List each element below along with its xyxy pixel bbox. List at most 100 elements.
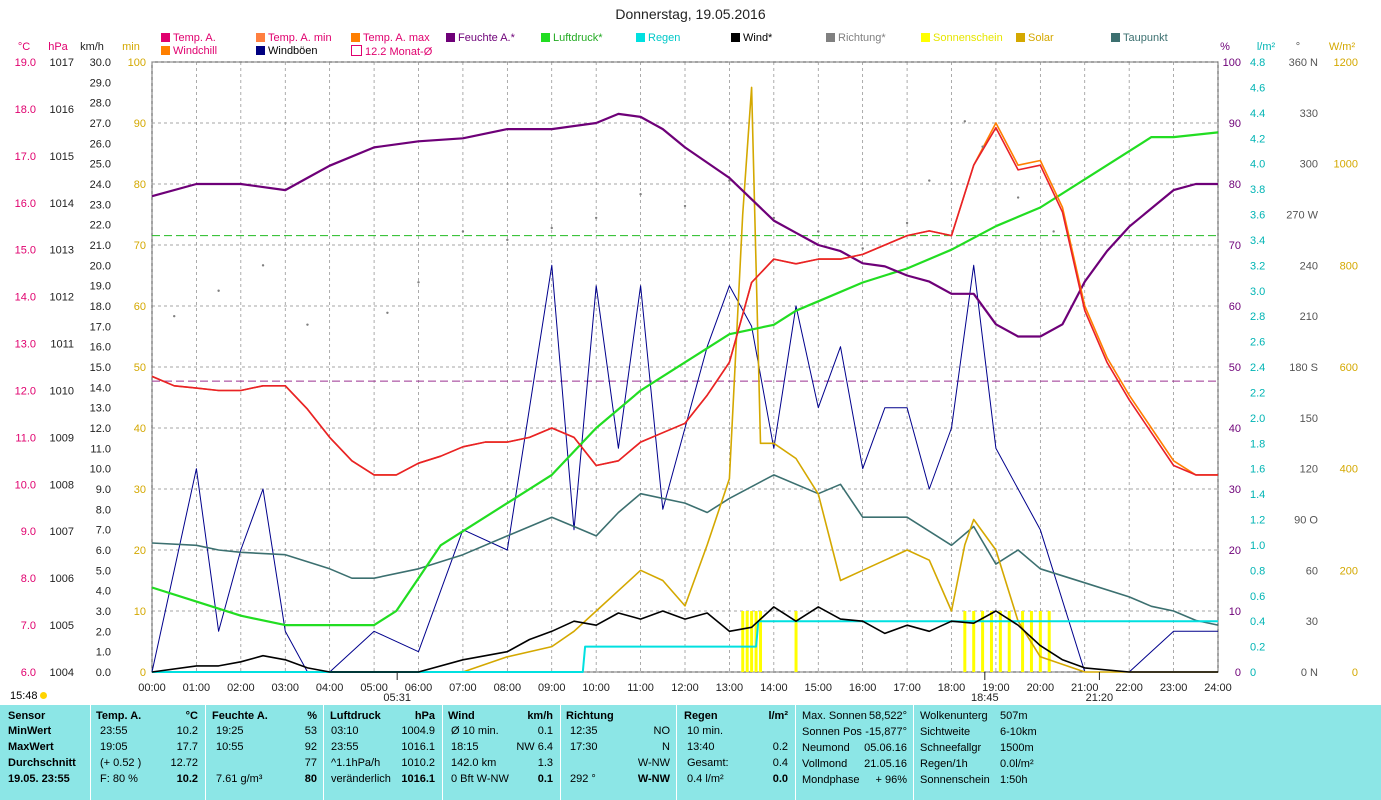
pressure-axis-tick: 1014 xyxy=(50,198,74,210)
sunshine-bar xyxy=(963,611,967,672)
wind-axis-tick: 18.0 xyxy=(90,301,111,313)
wind-axis-tick: 12.0 xyxy=(90,423,111,435)
temp-axis-tick: 13.0 xyxy=(15,339,36,351)
humidity-left-axis-tick: 0 xyxy=(140,667,146,679)
x-tick: 01:00 xyxy=(183,682,211,694)
temp-value: 10.2 xyxy=(176,773,198,785)
pressure-axis-tick: 1017 xyxy=(50,57,74,69)
legend-swatch xyxy=(731,33,740,42)
legend-item[interactable]: Temp. A. max xyxy=(351,32,430,44)
legend-item[interactable]: Temp. A. xyxy=(161,32,216,44)
rain-axis-tick: 1.0 xyxy=(1250,540,1265,552)
status-time: 15:48 xyxy=(10,690,38,702)
time-marker-label: 05:31 xyxy=(383,692,411,704)
min-unit: min xyxy=(122,41,140,53)
legend-item[interactable]: Solar xyxy=(1016,32,1054,44)
status-bar: 15:48 xyxy=(0,688,1381,705)
direction-dot xyxy=(772,216,776,220)
legend-swatch xyxy=(446,33,455,42)
rain-axis-tick: 0 xyxy=(1250,667,1256,679)
rain-axis-tick: 3.4 xyxy=(1250,235,1265,247)
x-tick: 07:00 xyxy=(449,682,477,694)
rain-value: 0.0 xyxy=(772,773,788,785)
rain-axis-tick: 1.6 xyxy=(1250,464,1265,476)
legend-label: Richtung* xyxy=(838,32,886,44)
direction-axis-tick: 210 xyxy=(1300,311,1318,323)
panel-separator xyxy=(795,705,796,800)
direction-dot xyxy=(594,216,598,220)
sensor-header: Sensor xyxy=(8,710,46,722)
wind-axis-tick: 16.0 xyxy=(90,342,111,354)
temp-axis-tick: 8.0 xyxy=(21,573,36,585)
rain-axis-tick: 2.8 xyxy=(1250,311,1265,323)
legend-item[interactable]: Temp. A. min xyxy=(256,32,332,44)
direction-time: 292 ° xyxy=(570,773,596,785)
legend-item[interactable]: Luftdruck* xyxy=(541,32,603,44)
row-label: MinWert xyxy=(8,725,52,737)
solar-axis-tick: 200 xyxy=(1340,565,1358,577)
wind-axis-tick: 17.0 xyxy=(90,321,111,333)
legend-label: Temp. A. xyxy=(173,32,216,44)
legend-swatch xyxy=(256,46,265,55)
temp-axis-tick: 18.0 xyxy=(15,104,36,116)
rain-axis-tick: 2.0 xyxy=(1250,413,1265,425)
weather-label: Schneefallgr xyxy=(920,742,982,754)
x-tick: 08:00 xyxy=(494,682,522,694)
rain-axis-tick: 1.8 xyxy=(1250,438,1265,450)
direction-time: 12:35 xyxy=(570,725,598,737)
direction-axis-tick: 30 xyxy=(1306,616,1318,628)
x-tick: 17:00 xyxy=(893,682,921,694)
legend-item[interactable]: 12.2 Monat-Ø xyxy=(351,45,432,58)
series-solar xyxy=(152,86,1218,673)
sunshine-bar xyxy=(981,611,985,672)
pressure-axis-tick: 1009 xyxy=(50,432,74,444)
sunshine-bar xyxy=(741,611,745,672)
humidity-right-axis-tick: 90 xyxy=(1229,118,1241,130)
humidity-left-axis-tick: 30 xyxy=(134,484,146,496)
x-tick: 18:00 xyxy=(938,682,966,694)
legend-label: Windchill xyxy=(173,45,218,57)
wind-axis-tick: 2.0 xyxy=(96,626,111,638)
humidity-time: 19:25 xyxy=(216,725,244,737)
legend-item[interactable]: Feuchte A.* xyxy=(446,32,515,44)
sunshine-bar xyxy=(1038,611,1042,672)
x-tick: 12:00 xyxy=(671,682,699,694)
direction-axis-tick: 60 xyxy=(1306,565,1318,577)
humidity-right-axis-tick: 50 xyxy=(1229,362,1241,374)
legend-label: Solar xyxy=(1028,32,1054,44)
wind-axis-tick: 8.0 xyxy=(96,504,111,516)
x-tick: 09:00 xyxy=(538,682,566,694)
pressure-axis-tick: 1015 xyxy=(50,151,74,163)
pressure-time: 03:10 xyxy=(331,725,359,737)
legend-item[interactable]: Richtung* xyxy=(826,32,886,44)
legend-item[interactable]: Windböen xyxy=(256,45,318,57)
direction-axis-tick: 300 xyxy=(1300,159,1318,171)
direction-dot xyxy=(417,281,420,284)
direction-dot xyxy=(506,238,509,242)
direction-time: 17:30 xyxy=(570,741,598,753)
pressure-axis-tick: 1013 xyxy=(50,245,74,257)
humidity-right-axis-tick: 40 xyxy=(1229,423,1241,435)
humidity-value: 53 xyxy=(304,725,317,737)
solar-unit: W/m² xyxy=(1329,41,1356,53)
weather-value: 6-10km xyxy=(1000,726,1037,738)
weather-chart: 6.0 7.0 8.0 9.0 10.0 11.0 12.0 13.0 14.0 15.0 16.0… xyxy=(15,41,1358,704)
legend-item[interactable]: Wind* xyxy=(731,32,772,44)
weather-value: 0.0l/m² xyxy=(1000,758,1034,770)
legend-item[interactable]: Sonnenschein xyxy=(921,32,1003,44)
legend-item[interactable]: Windchill xyxy=(161,45,217,57)
weather-value: 507m xyxy=(1000,710,1028,722)
series-temp-a- xyxy=(151,126,1218,476)
temp-axis-tick: 17.0 xyxy=(15,151,36,163)
wind-axis-tick: 20.0 xyxy=(90,260,111,272)
legend-label: 12.2 Monat-Ø xyxy=(365,46,433,58)
legend-item[interactable]: Regen xyxy=(636,32,680,44)
legend-swatch xyxy=(541,33,550,42)
pressure-value: 1016.1 xyxy=(401,741,435,753)
rain-axis-tick: 2.6 xyxy=(1250,337,1265,349)
direction-axis-tick: 360 N xyxy=(1289,57,1318,69)
temp-time: F: 80 % xyxy=(100,773,138,785)
x-tick: 21:00 xyxy=(1071,682,1099,694)
legend-item[interactable]: Taupunkt xyxy=(1111,32,1168,44)
panel-separator xyxy=(560,705,561,800)
